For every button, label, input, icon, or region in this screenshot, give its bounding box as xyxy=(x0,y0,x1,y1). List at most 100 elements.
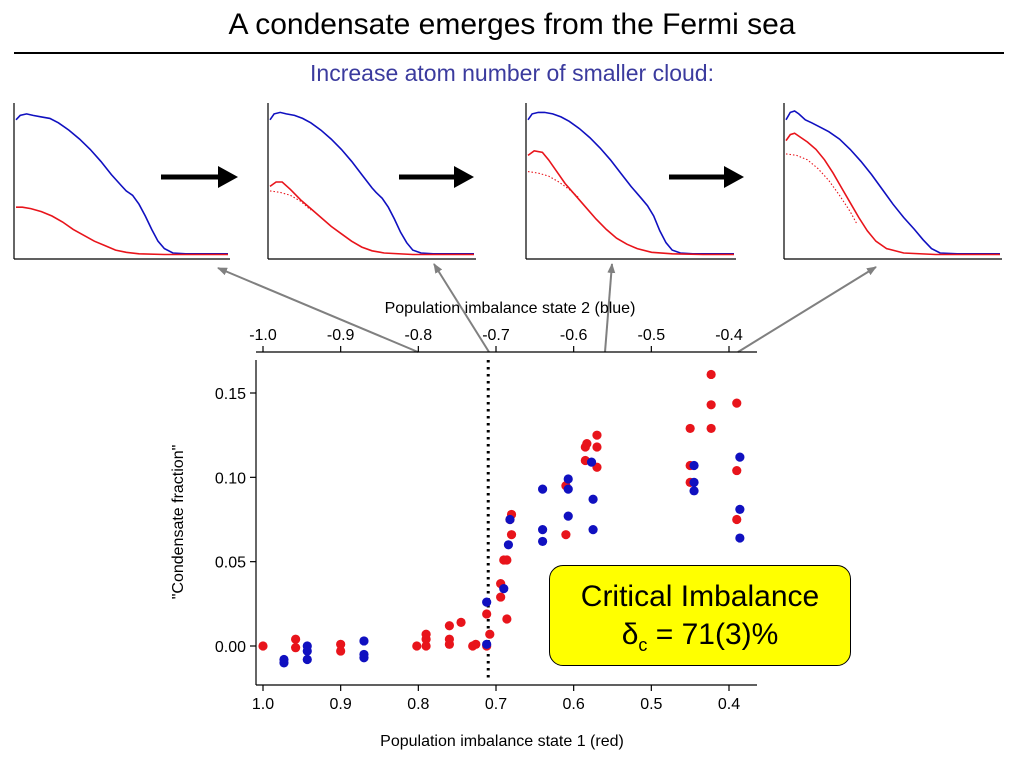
inset-blue-profile xyxy=(15,113,228,255)
inset-red-profile xyxy=(269,181,474,256)
red-data-point xyxy=(471,639,481,649)
inset-red-profile xyxy=(785,132,1000,256)
red-data-point xyxy=(456,617,466,627)
inset-red-profile xyxy=(16,206,228,256)
y-tick-label: 0.10 xyxy=(215,470,246,487)
slide-title: A condensate emerges from the Fermi sea xyxy=(228,8,796,41)
red-data-point xyxy=(706,423,716,434)
inset-red-fit xyxy=(269,190,312,211)
blue-data-point xyxy=(689,460,699,471)
red-data-point xyxy=(502,555,512,565)
blue-data-point xyxy=(482,597,492,607)
callout-delta-symbol: δ xyxy=(621,618,639,651)
x-tick-label: 0.5 xyxy=(640,696,662,713)
blue-data-point xyxy=(499,584,509,594)
blue-data-point xyxy=(563,474,573,484)
red-data-point xyxy=(421,641,431,651)
x2-axis-label: Population imbalance state 2 (blue) xyxy=(385,300,636,317)
red-data-point xyxy=(732,514,742,525)
red-data-point xyxy=(592,430,602,440)
inset-blue-profile xyxy=(785,110,1000,255)
callout-value: δc = 71(3)% xyxy=(550,616,850,664)
red-data-point xyxy=(421,629,431,639)
inset-red-fit xyxy=(785,153,858,224)
blue-data-point xyxy=(563,511,573,521)
red-data-point xyxy=(582,439,592,449)
red-data-point xyxy=(482,609,492,619)
red-data-point xyxy=(506,530,517,540)
scatter-points xyxy=(258,369,745,668)
x2-tick-label: -0.7 xyxy=(482,327,510,344)
red-data-point xyxy=(732,465,742,476)
red-data-point xyxy=(336,646,346,656)
y-tick-label: 0.00 xyxy=(215,639,246,656)
blue-data-point xyxy=(505,514,515,525)
blue-data-point xyxy=(279,654,289,665)
red-data-point xyxy=(291,634,301,644)
blue-data-point xyxy=(563,484,573,494)
x2-tick-label: -0.9 xyxy=(327,327,355,344)
red-data-point xyxy=(732,398,742,408)
callout-subscript: c xyxy=(638,635,648,655)
progression-arrow-head xyxy=(724,166,744,188)
x-tick-label: 0.8 xyxy=(407,696,429,713)
progression-arrow-head xyxy=(218,166,238,188)
blue-data-point xyxy=(538,525,548,535)
x2-tick-label: -0.8 xyxy=(405,327,433,344)
y-axis-label: "Condensate fraction" xyxy=(170,445,187,600)
critical-imbalance-callout: Critical Imbalance δc = 71(3)% xyxy=(549,565,851,666)
inset-red-profile xyxy=(527,150,734,256)
progression-arrow-head xyxy=(454,166,474,188)
red-data-point xyxy=(291,643,301,653)
red-data-point xyxy=(444,621,454,631)
blue-data-point xyxy=(538,484,548,494)
blue-data-point xyxy=(735,452,745,462)
y-tick-label: 0.15 xyxy=(215,386,246,403)
red-data-point xyxy=(502,614,512,624)
x2-tick-label: -1.0 xyxy=(249,327,277,344)
y-tick-label: 0.05 xyxy=(215,555,246,572)
red-data-point xyxy=(258,641,268,651)
blue-data-point xyxy=(735,533,745,543)
profile-inset xyxy=(783,103,1002,260)
x-tick-label: 0.4 xyxy=(718,696,740,713)
inset-blue-profile xyxy=(269,111,474,255)
inset-pointer-arrows xyxy=(217,263,877,353)
blue-data-point xyxy=(735,504,745,514)
blue-data-point xyxy=(586,457,597,467)
blue-data-point xyxy=(588,525,598,535)
x-tick-label: 0.9 xyxy=(330,696,352,713)
inset-pointer-arrow xyxy=(604,263,616,353)
blue-data-point xyxy=(689,477,699,487)
inset-pointer-arrow xyxy=(737,266,877,353)
red-data-point xyxy=(706,369,716,380)
profile-inset xyxy=(525,103,744,260)
profile-inset xyxy=(267,103,476,260)
inset-blue-profile xyxy=(527,111,734,255)
x2-tick-label: -0.5 xyxy=(638,327,666,344)
profile-insets xyxy=(13,103,1002,260)
inset-pointer-arrow xyxy=(217,267,419,353)
slide-subtitle: Increase atom number of smaller cloud: xyxy=(310,60,714,86)
red-data-point xyxy=(685,423,695,434)
x2-tick-label: -0.4 xyxy=(715,327,743,344)
blue-data-point xyxy=(503,540,514,550)
x-axis-label: Population imbalance state 1 (red) xyxy=(380,733,624,750)
blue-data-point xyxy=(359,653,369,663)
red-data-point xyxy=(485,629,495,639)
x-tick-label: 1.0 xyxy=(252,696,274,713)
blue-data-point xyxy=(302,641,312,651)
blue-data-point xyxy=(302,654,312,665)
inset-pointer-arrow xyxy=(433,263,490,353)
red-data-point xyxy=(496,592,506,602)
x2-tick-label: -0.6 xyxy=(560,327,588,344)
blue-data-point xyxy=(359,636,369,646)
blue-data-point xyxy=(689,486,699,496)
profile-inset xyxy=(13,103,238,260)
red-data-point xyxy=(412,641,422,651)
blue-data-point xyxy=(588,494,598,504)
blue-data-point xyxy=(482,639,492,649)
x-tick-label: 0.7 xyxy=(485,696,507,713)
title-divider xyxy=(14,52,1004,54)
